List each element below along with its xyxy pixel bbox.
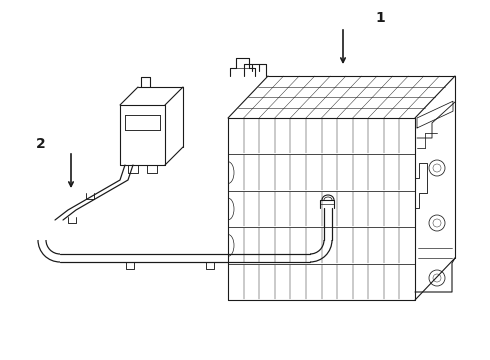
Text: 1: 1 bbox=[375, 11, 385, 25]
Text: 2: 2 bbox=[36, 137, 46, 151]
